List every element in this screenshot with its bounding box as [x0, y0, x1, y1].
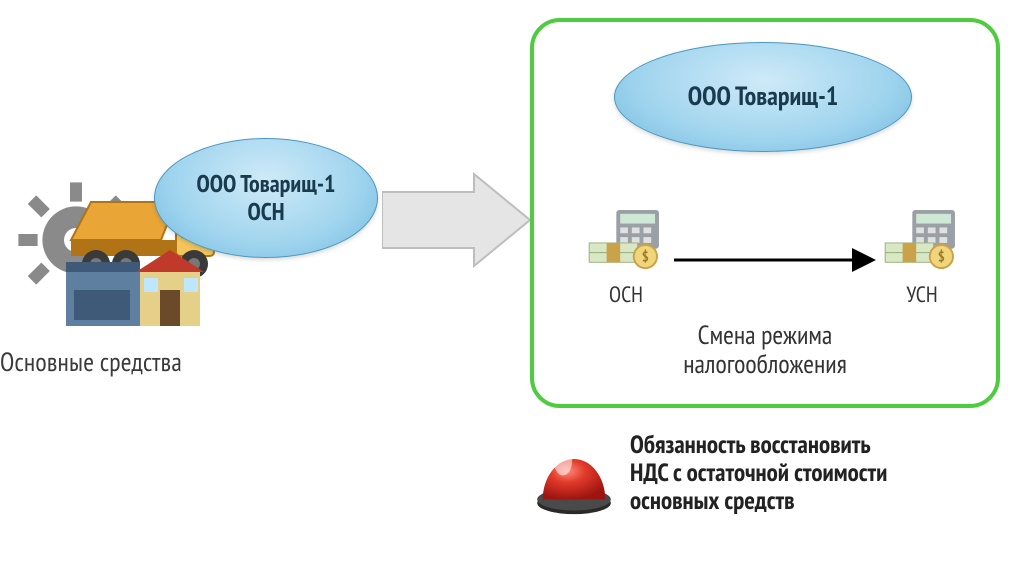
company-ellipse-left: ООО Товарищ-1 ОСН: [154, 138, 378, 258]
svg-text:$: $: [642, 247, 649, 266]
alert-line3: основных средств: [630, 486, 1020, 514]
alert-siren-icon: [528, 424, 620, 516]
money-calculator-icon: $: [587, 210, 665, 272]
alert-text: Обязанность восстановить НДС с остаточно…: [630, 430, 1020, 514]
fixed-assets-label: Основные средства: [0, 346, 260, 379]
svg-text:$: $: [938, 247, 945, 266]
inner-arrow-icon: [674, 246, 876, 274]
alert-line1: Обязанность восстановить: [630, 430, 1020, 458]
money-calculator-icon: $: [883, 210, 961, 272]
change-regime-line2: налогообложения: [540, 351, 990, 380]
change-regime-line1: Смена режима: [540, 322, 990, 351]
transition-arrow-icon: [382, 170, 532, 270]
change-regime-caption: Смена режима налогообложения: [540, 322, 990, 379]
diagram-stage: ООО Товарищ-1 ОСН Основные средства ООО …: [0, 0, 1024, 567]
company-ellipse-right: ООО Товарищ-1: [614, 42, 912, 152]
buildings-icon: [66, 250, 206, 330]
tax-from-group: $ ОСН: [576, 210, 676, 309]
company-name-left: ООО Товарищ-1: [196, 170, 335, 198]
company-regime-left: ОСН: [196, 198, 335, 226]
tax-from-label: ОСН: [576, 281, 676, 309]
company-name-right: ООО Товарищ-1: [688, 82, 839, 112]
alert-line2: НДС с остаточной стоимости: [630, 458, 1020, 486]
tax-to-label: УСН: [872, 281, 972, 309]
tax-to-group: $ УСН: [872, 210, 972, 309]
